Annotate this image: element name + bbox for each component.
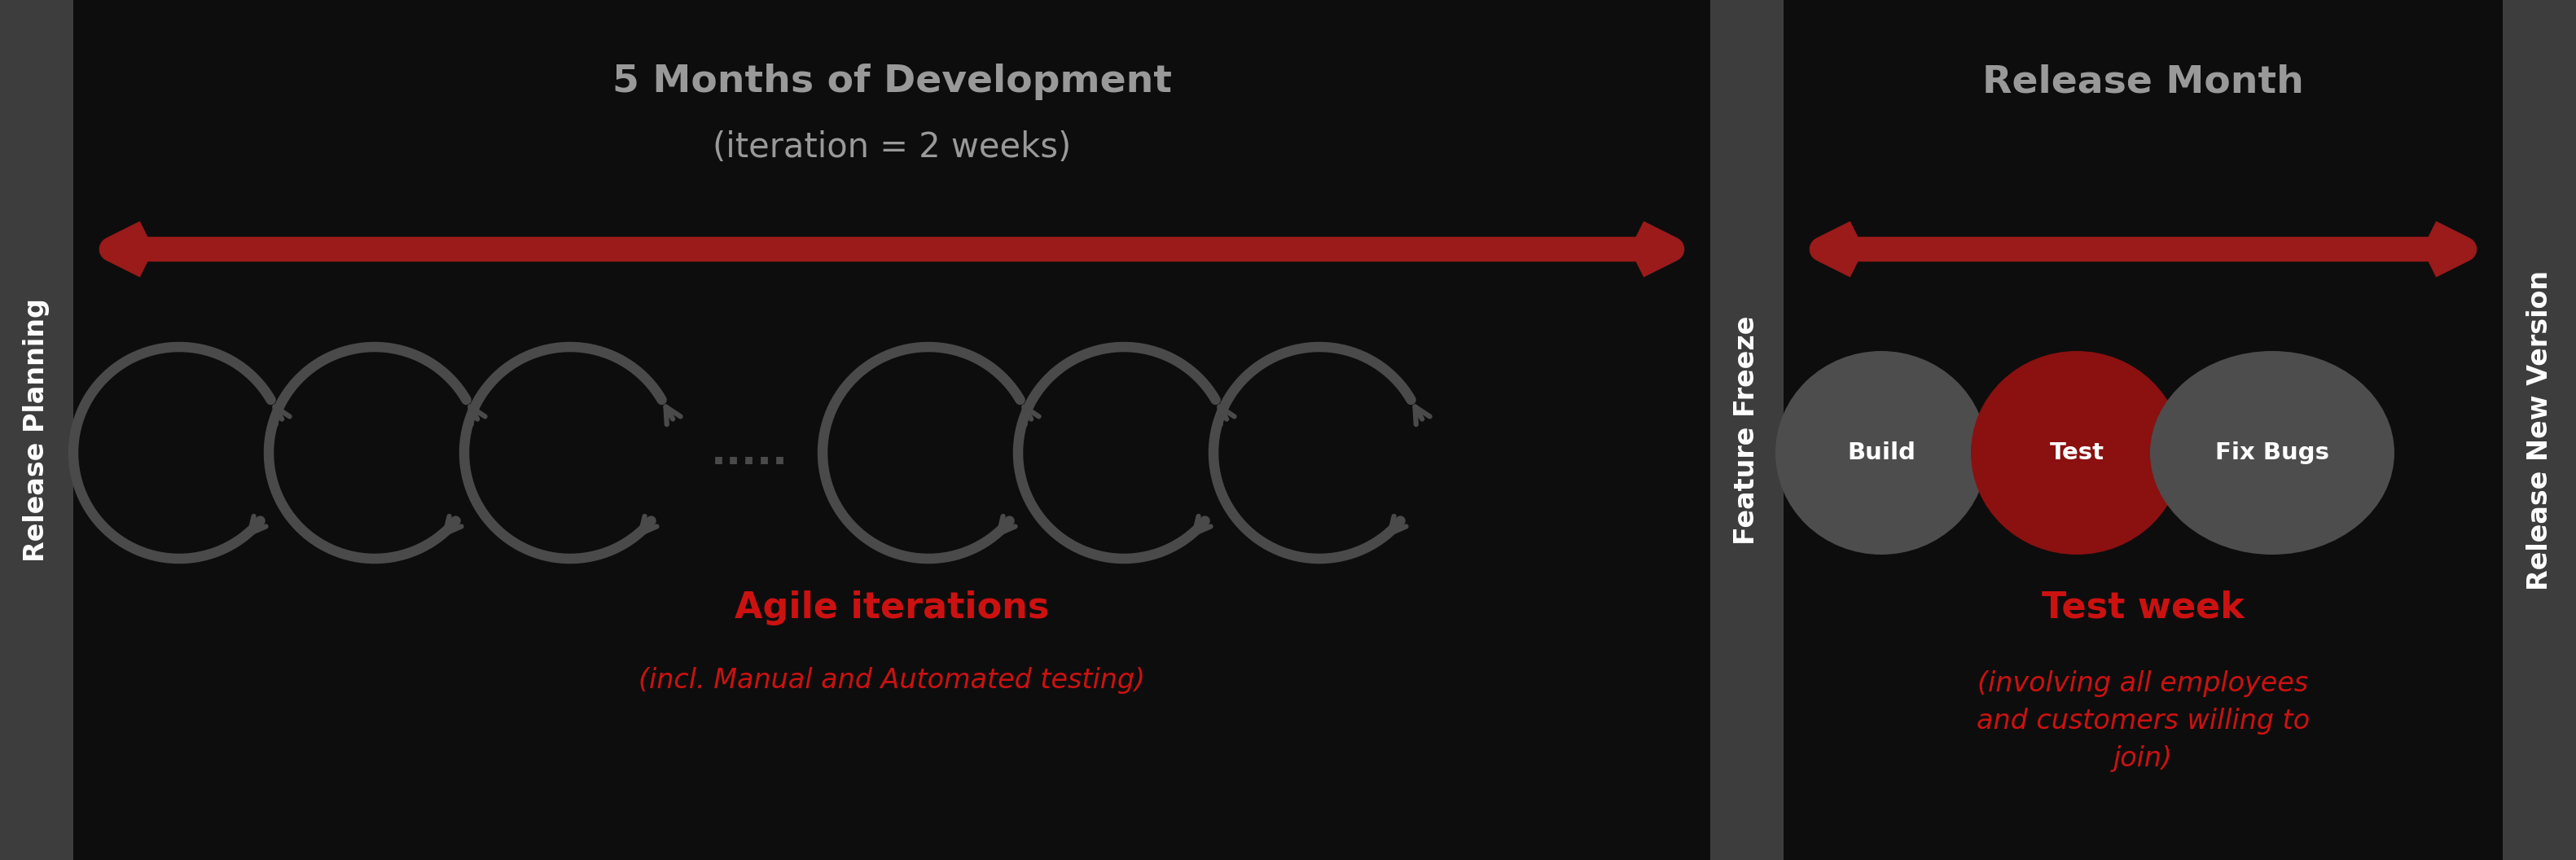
Text: (involving all employees
and customers willing to
join): (involving all employees and customers w… — [1976, 671, 2311, 772]
FancyBboxPatch shape — [1710, 0, 1783, 860]
Ellipse shape — [2151, 351, 2393, 555]
Text: Release Month: Release Month — [1984, 64, 2303, 101]
Text: Release New Version: Release New Version — [2527, 270, 2553, 590]
Text: Agile iterations: Agile iterations — [734, 590, 1048, 625]
Text: 5 Months of Development: 5 Months of Development — [613, 64, 1172, 101]
FancyArrowPatch shape — [1821, 232, 2465, 267]
Ellipse shape — [1971, 351, 2182, 555]
Text: Feature Freeze: Feature Freeze — [1734, 316, 1759, 544]
Text: .....: ..... — [711, 433, 788, 472]
Text: Fix Bugs: Fix Bugs — [2215, 441, 2329, 464]
Text: Release Planning: Release Planning — [23, 298, 49, 562]
Text: (incl. Manual and Automated testing): (incl. Manual and Automated testing) — [639, 667, 1146, 694]
Text: Test: Test — [2050, 441, 2105, 464]
Text: Build: Build — [1847, 441, 1917, 464]
FancyArrowPatch shape — [111, 232, 1672, 267]
Text: (iteration = 2 weeks): (iteration = 2 weeks) — [714, 131, 1072, 164]
FancyBboxPatch shape — [0, 0, 72, 860]
Ellipse shape — [1775, 351, 1986, 555]
Text: Test week: Test week — [2043, 590, 2244, 625]
FancyBboxPatch shape — [2504, 0, 2576, 860]
